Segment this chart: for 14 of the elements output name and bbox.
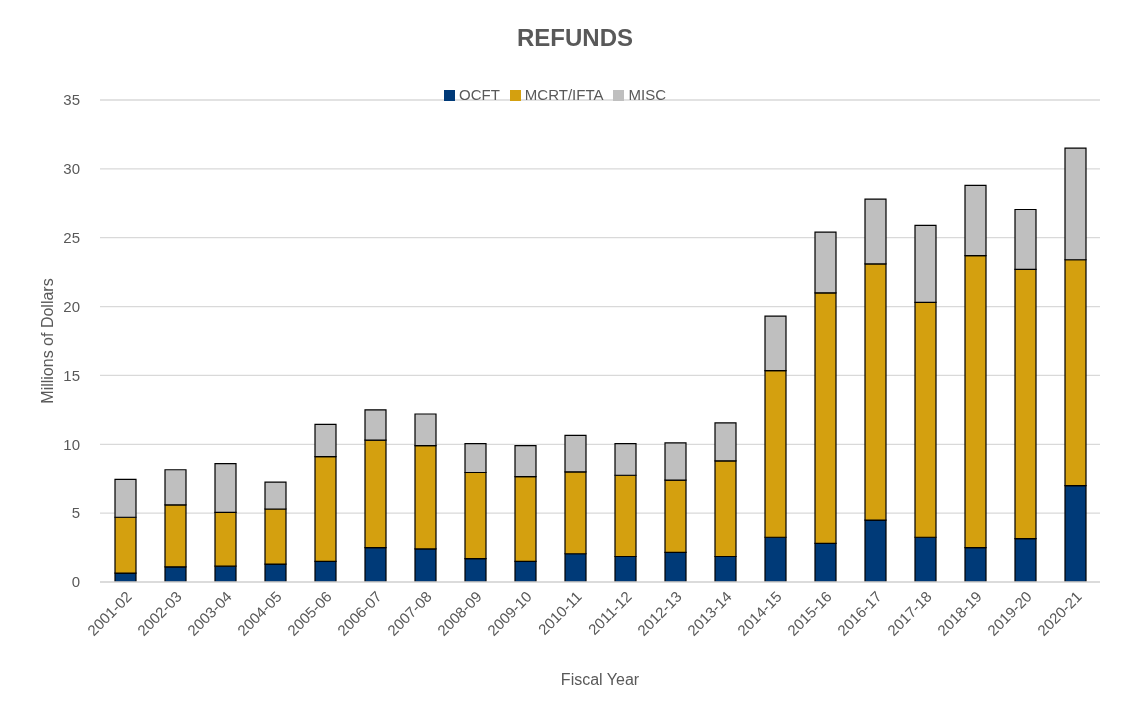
y-axis-title: Millions of Dollars [38, 278, 56, 404]
x-axis-title: Fiscal Year [560, 671, 640, 688]
legend-label: MCRT/IFTA [524, 86, 604, 103]
y-tick-label: 15 [63, 366, 80, 384]
y-tick-label: 30 [63, 160, 80, 178]
legend-label: MISC [628, 86, 666, 103]
y-tick-label: 35 [63, 91, 80, 109]
chart-title: REFUNDS [516, 24, 634, 52]
y-tick-label: 0 [71, 573, 80, 591]
legend-label: OCFT [459, 86, 500, 103]
y-tick-label: 25 [63, 229, 80, 247]
y-tick-label: 5 [71, 504, 80, 522]
y-tick-label: 10 [63, 435, 80, 453]
y-tick-label: 20 [63, 297, 80, 315]
